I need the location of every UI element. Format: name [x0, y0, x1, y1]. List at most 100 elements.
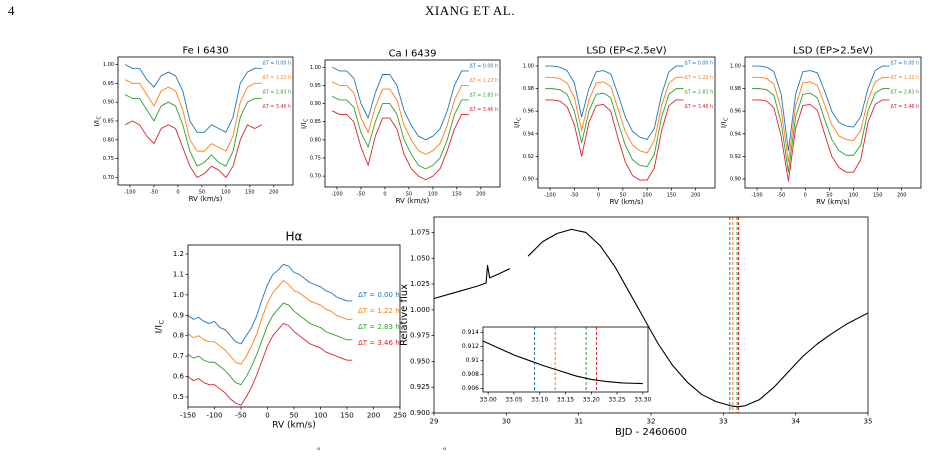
x-tick-label: 33 [719, 418, 728, 426]
data-line [331, 66, 469, 141]
chart-title: LSD (EP<2.5eV) [586, 46, 666, 57]
data-line [433, 228, 869, 408]
y-axis-label: I/I [154, 325, 164, 333]
y-tick-label: 0.950 [410, 357, 430, 365]
y-tick-label: 0.80 [310, 137, 321, 143]
y-tick-label: 0.90 [523, 176, 534, 182]
y-tick-label: 0.6 [173, 373, 185, 381]
x-tick-label: -50 [570, 193, 578, 199]
y-tick-label: 0.90 [103, 100, 114, 106]
x-tick-label: 50 [620, 193, 626, 199]
y-axis-label: I/I [93, 120, 101, 127]
y-tick-label: 1.2 [173, 250, 184, 258]
y-tick-label: 0.80 [103, 137, 114, 143]
x-tick-label: 0 [265, 412, 269, 420]
y-axis-label-group: I/IC [720, 117, 730, 128]
x-tick-label: 33.20 [583, 396, 600, 403]
chart-title: Fe I 6430 [182, 46, 228, 57]
y-tick-label: 0.7 [173, 352, 184, 360]
y-axis-label-group: I/IC [513, 117, 523, 128]
data-line [331, 95, 469, 170]
y-tick-label: 0.90 [730, 176, 741, 182]
y-tick-label: 0.94 [730, 131, 741, 137]
legend-label: ΔT = 1.22 h [684, 75, 713, 81]
x-tick-label: -50 [150, 190, 158, 196]
data-line [545, 76, 684, 154]
data-line [331, 81, 469, 155]
x-axis-label: RV (km/s) [189, 195, 223, 203]
y-tick-label: 0.912 [462, 343, 479, 350]
x-tick-label: -50 [235, 412, 246, 420]
x-tick-label: 50 [290, 412, 299, 420]
y-tick-label: 1.025 [410, 280, 430, 288]
y-axis-label-subscript: C [516, 117, 522, 121]
chart: 33.00 33.05 33.10 33.15 33.20 33.25 33.30 0.906… [462, 326, 652, 403]
data-line [124, 79, 262, 152]
y-tick-label: 0.925 [410, 383, 430, 391]
x-tick-label: 150 [340, 412, 353, 420]
y-tick-label: 1.1 [173, 270, 184, 278]
y-axis-label-subscript: C [303, 118, 309, 122]
y-tick-label: 0.914 [462, 329, 479, 336]
x-tick-label: 200 [269, 190, 279, 196]
chart: ΔT = 0.00 h ΔT = 1.22 h ΔT = 2.83 h ΔT = 3.… [154, 230, 406, 431]
x-tick-label: 50 [826, 193, 832, 199]
y-tick-label: 1.00 [523, 64, 534, 70]
y-tick-label: 1.00 [730, 64, 741, 70]
chart: ΔT = 0.00 h ΔT = 1.22 h ΔT = 2.83 h ΔT = 3.… [93, 46, 294, 203]
legend-label: ΔT = 3.46 h [262, 104, 291, 110]
x-tick-label: 0 [383, 192, 386, 198]
legend-label: ΔT = 0.00 h [469, 64, 498, 70]
x-tick-label: 0 [176, 190, 179, 196]
x-tick-label: 35 [864, 418, 873, 426]
x-tick-label: 33.10 [531, 396, 548, 403]
y-tick-label: 1.0 [173, 291, 184, 299]
x-tick-label: -100 [124, 190, 135, 196]
chart: ΔT = 0.00 h ΔT = 1.22 h ΔT = 2.83 h ΔT = 3.… [300, 49, 501, 205]
footer-mark: ° [317, 446, 320, 455]
data-line [545, 88, 684, 167]
y-tick-label: 0.96 [523, 109, 534, 115]
data-line [545, 65, 684, 140]
x-axis-label: RV (km/s) [610, 198, 644, 206]
x-tick-label: 200 [691, 193, 701, 199]
chart-title: LSD (EP>2.5eV) [793, 46, 873, 57]
plot-area [483, 327, 648, 392]
x-tick-label: 29 [430, 418, 439, 426]
y-tick-label: 1.075 [410, 228, 430, 236]
x-axis-label: RV (km/s) [272, 421, 316, 431]
plot-area [118, 57, 293, 185]
legend-label: ΔT = 2.83 h [262, 90, 291, 96]
y-tick-label: 0.92 [523, 154, 534, 160]
axes-frame [744, 56, 922, 189]
legend-label: ΔT = 1.22 h [262, 75, 291, 81]
y-tick-label: 0.5 [173, 393, 184, 401]
x-tick-label: -100 [207, 412, 223, 420]
x-tick-label: 100 [642, 193, 652, 199]
y-tick-label: 0.90 [310, 101, 321, 107]
x-tick-label: 34 [791, 418, 800, 426]
legend-label: ΔT = 2.83 h [358, 323, 400, 331]
y-axis-label-group: I/IC [300, 118, 310, 129]
x-tick-label: 200 [476, 192, 486, 198]
x-axis-label: RV (km/s) [396, 197, 430, 205]
y-tick-label: 0.96 [730, 109, 741, 115]
data-line [187, 323, 353, 406]
x-tick-label: 250 [393, 412, 406, 420]
data-line [187, 302, 353, 386]
y-tick-label: 0.70 [310, 174, 321, 180]
data-line [482, 340, 643, 385]
page-number: 4 [8, 3, 15, 18]
y-tick-label: 0.95 [103, 81, 114, 87]
data-line [124, 94, 262, 167]
y-axis-label-group: Relative flux [399, 284, 410, 346]
plot-area [538, 57, 715, 188]
x-tick-label: 50 [406, 192, 412, 198]
y-tick-label: 1.00 [103, 62, 114, 68]
y-tick-label: 0.98 [730, 86, 741, 92]
data-line [187, 263, 353, 345]
chart: ΔT = 0.00 h ΔT = 1.22 h ΔT = 2.83 h ΔT = 3.… [513, 46, 716, 206]
chart-title: Ca I 6439 [389, 49, 437, 60]
x-tick-label: 100 [314, 412, 327, 420]
running-head: XIANG ET AL. [425, 3, 515, 18]
